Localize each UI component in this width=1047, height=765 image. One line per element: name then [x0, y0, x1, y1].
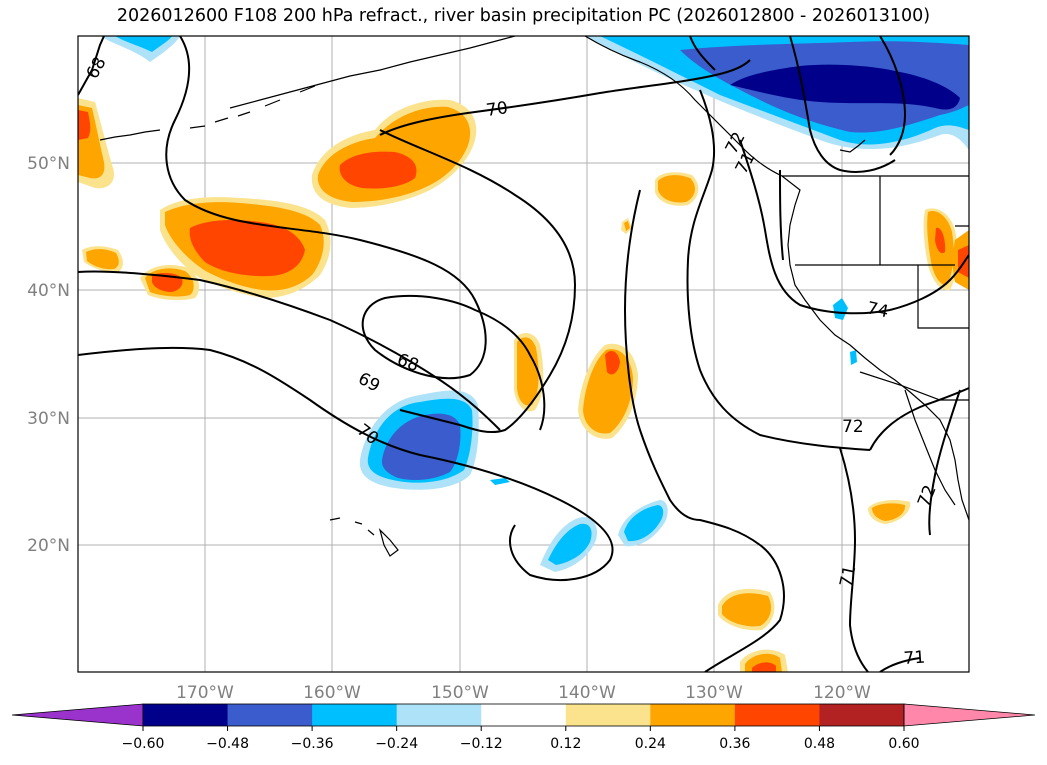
- negative-anomaly-region: [115, 36, 172, 52]
- contour-69: [78, 270, 501, 431]
- contour-bc-east: [879, 36, 907, 156]
- latitude-axis: 50°N 40°N 30°N 20°N: [27, 154, 70, 556]
- positive-anomaly-region: [935, 227, 946, 254]
- positive-anomaly-region: [189, 220, 305, 277]
- lat-tick-label: 40°N: [27, 281, 70, 301]
- positive-anomaly-region: [583, 349, 633, 434]
- map-frame: [77, 35, 970, 673]
- lon-tick-label: 150°W: [431, 683, 489, 703]
- contour-72: [686, 89, 871, 451]
- positive-anomaly-region: [339, 151, 417, 189]
- alaska-coast: [229, 36, 516, 109]
- baja-california-coast: [904, 389, 956, 506]
- positive-anomaly-region: [722, 593, 772, 627]
- colorbar-extend-high: [903, 703, 1036, 727]
- colorbar-segment: [227, 704, 313, 726]
- colorbar-tick-label: 0.36: [719, 736, 750, 752]
- aleutian-islands: [189, 85, 316, 129]
- negative-anomaly-region: [548, 523, 592, 565]
- longitude-axis: 170°W 160°W 150°W 140°W 130°W 120°W: [176, 683, 871, 703]
- contour-label: 71: [903, 648, 926, 669]
- coast-detail: [839, 139, 866, 153]
- positive-anomaly-region: [517, 337, 539, 406]
- hawaii-island: [378, 527, 399, 557]
- colorbar-segment: [650, 704, 736, 726]
- north-america-coast: [584, 36, 969, 521]
- contour-68-nw: [78, 36, 105, 96]
- lat-tick-label: 20°N: [27, 536, 70, 556]
- contour-68-main: [165, 36, 546, 431]
- colorbar-segment: [565, 704, 651, 726]
- colorbar-extend-low: [11, 703, 144, 727]
- positive-anomaly-region: [86, 249, 119, 270]
- colorbar-segment: [143, 704, 229, 726]
- contour-label: 71: [836, 564, 860, 589]
- colorbar-segment: [396, 704, 482, 726]
- contour-70-top: [379, 59, 751, 136]
- state-borders: [879, 176, 969, 329]
- negative-anomaly-region: [850, 350, 857, 365]
- negative-anomaly-region: [730, 64, 960, 110]
- colorbar-tick-label: −0.48: [206, 736, 249, 752]
- positive-anomaly-region: [624, 221, 630, 231]
- lat-tick-label: 50°N: [27, 154, 70, 174]
- contour-71-south: [839, 447, 869, 672]
- positive-anomaly-region: [658, 175, 695, 203]
- colorbar-tick-label: −0.36: [291, 736, 334, 752]
- contour-74-coast: [779, 169, 784, 261]
- positive-anomaly-region: [78, 110, 91, 140]
- colorbar-segment: [819, 704, 905, 726]
- negative-anomaly-region: [490, 478, 510, 485]
- contour-71: [623, 189, 785, 672]
- positive-anomaly-region: [752, 662, 776, 672]
- contour-label: 74: [865, 298, 890, 322]
- refractivity-contours: [78, 36, 969, 672]
- contour-label: 70: [485, 98, 509, 121]
- colorbar-tick-label: −0.24: [375, 736, 418, 752]
- lat-tick-label: 30°N: [27, 409, 70, 429]
- contour-70-mid: [379, 129, 577, 434]
- colorbar-tick-label: −0.12: [460, 736, 503, 752]
- colorbar-tick-label: −0.60: [122, 736, 165, 752]
- colorbar-tick-label: 0.60: [888, 736, 919, 752]
- precip-anomaly-fills: [78, 36, 969, 672]
- colorbar-segment: [312, 704, 398, 726]
- us-mexico-border: [859, 371, 969, 401]
- colorbar-tick-label: 0.48: [804, 736, 835, 752]
- positive-anomaly-region: [872, 503, 906, 521]
- positive-anomaly-region: [605, 350, 620, 375]
- lon-tick-label: 130°W: [685, 683, 743, 703]
- colorbar-tick-label: 0.24: [635, 736, 666, 752]
- colorbar: −0.60 −0.48 −0.36 −0.24 −0.12 0.12 0.24 0.36 0.4…: [11, 703, 1036, 752]
- colorbar-segment: [734, 704, 820, 726]
- map-title: 2026012600 F108 200 hPa refract., river …: [116, 6, 931, 26]
- lon-tick-label: 160°W: [303, 683, 361, 703]
- hawaii-islands: [329, 517, 375, 536]
- lon-tick-label: 170°W: [176, 683, 234, 703]
- lon-tick-label: 140°W: [558, 683, 616, 703]
- contour-74-east: [889, 254, 969, 311]
- negative-anomaly-region: [624, 505, 664, 542]
- coastlines: [99, 36, 969, 557]
- lon-tick-label: 120°W: [813, 683, 871, 703]
- colorbar-tick-label: 0.12: [550, 736, 581, 752]
- contour-alaska: [689, 36, 716, 71]
- negative-anomaly-region: [381, 413, 461, 480]
- contour-71-se: [879, 657, 921, 672]
- aleutian-islands: [99, 129, 161, 141]
- colorbar-segment: [481, 704, 567, 726]
- contour-72-se: [928, 389, 961, 536]
- contour-label: 72: [842, 417, 864, 437]
- negative-anomaly-region: [833, 298, 848, 320]
- contour-74: [739, 139, 891, 315]
- contour-70-lower: [78, 346, 614, 581]
- colorbar-frame: [142, 703, 905, 727]
- contour-bc: [789, 36, 896, 173]
